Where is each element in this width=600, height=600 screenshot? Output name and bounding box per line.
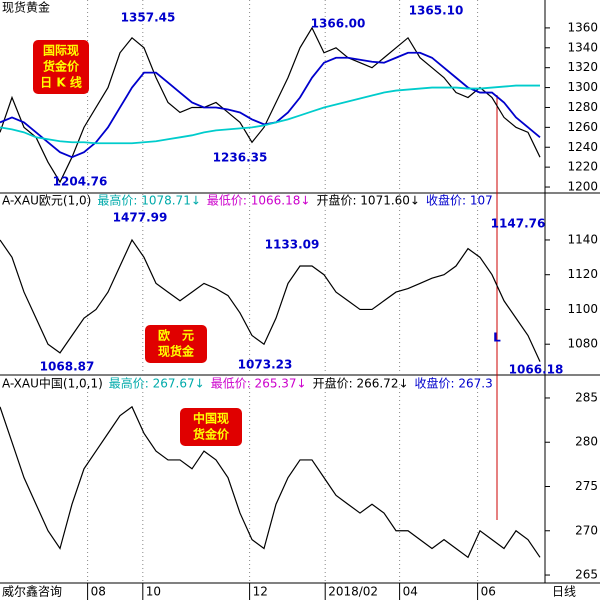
panel-header: 最低价: 265.37↓ <box>211 377 307 391</box>
price-line <box>0 84 540 145</box>
badge-text: 货金价 <box>43 59 80 74</box>
price-line <box>0 405 541 559</box>
price-line <box>0 238 541 362</box>
annotation: 1477.99 <box>113 211 168 225</box>
annotation: 1236.35 <box>213 151 268 165</box>
y-tick-label: 265 <box>575 568 598 582</box>
panel-header: A-XAU中国(1,0,1) <box>2 376 103 391</box>
badge <box>180 408 242 446</box>
annotation: 1068.87 <box>40 360 95 374</box>
panel-header: 开盘价: 1071.60↓ <box>316 193 420 208</box>
annotation: 1066.18 <box>509 363 564 377</box>
y-tick-label: 270 <box>575 523 598 537</box>
source-label: 威尔鑫咨询 <box>2 584 62 599</box>
panel-header: 收盘价: 267.3 <box>415 376 493 391</box>
y-tick-label: 1260 <box>567 120 598 134</box>
y-tick-label: 1320 <box>567 60 598 74</box>
annotation: 1365.10 <box>409 4 464 18</box>
badge-text: 日 K 线 <box>40 75 82 90</box>
annotation: 1366.00 <box>311 17 366 31</box>
y-tick-label: 280 <box>575 435 598 449</box>
annotation: 1133.09 <box>265 238 320 252</box>
annotation: L <box>493 331 501 345</box>
badge-text: 国际现 <box>43 44 79 58</box>
badge-text: 货金价 <box>193 427 230 442</box>
annotation: 1147.76 <box>491 217 546 231</box>
y-tick-label: 285 <box>575 390 598 404</box>
panel-header: 开盘价: 266.72↓ <box>313 376 409 391</box>
panel-header: 最高价: 1078.71↓ <box>97 193 201 208</box>
panel-header: 收盘价: 107 <box>426 193 493 208</box>
annotation: 1073.23 <box>238 358 293 372</box>
chart-title: 现货黄金 <box>2 0 50 15</box>
y-tick-label: 1360 <box>567 20 598 34</box>
y-tick-label: 1340 <box>567 40 598 54</box>
y-tick-label: 1140 <box>567 232 598 246</box>
price-line <box>0 26 541 184</box>
y-tick-label: 1220 <box>567 160 598 174</box>
y-tick-label: 1240 <box>567 140 598 154</box>
badge <box>145 325 207 363</box>
badge-text: 现货金 <box>158 344 195 359</box>
badge-text: 中国现 <box>193 411 229 426</box>
y-tick-label: 1200 <box>567 180 598 194</box>
x-tick-label: 08 <box>91 585 106 599</box>
badge <box>33 40 89 94</box>
x-tick-label: 2018/02 <box>328 585 378 599</box>
period-label: 日线 <box>552 585 576 599</box>
badge-text: 欧 元 <box>158 328 194 343</box>
x-tick-label: 10 <box>146 585 161 599</box>
y-tick-label: 1120 <box>567 267 598 281</box>
x-tick-label: 06 <box>481 585 496 599</box>
panel-header: 最高价: 267.67↓ <box>109 376 205 391</box>
panel-header: 最低价: 1066.18↓ <box>207 194 311 208</box>
y-tick-label: 275 <box>575 479 598 493</box>
x-tick-label: 04 <box>403 585 418 599</box>
y-tick-label: 1300 <box>567 80 598 94</box>
panel-header: A-XAU欧元(1,0) <box>2 194 91 208</box>
y-tick-label: 1280 <box>567 100 598 114</box>
x-tick-label: 12 <box>253 585 268 599</box>
annotation: 1204.76 <box>53 175 108 189</box>
annotation: 1357.45 <box>121 11 176 25</box>
y-tick-label: 1080 <box>567 337 598 351</box>
y-tick-label: 1100 <box>567 302 598 316</box>
